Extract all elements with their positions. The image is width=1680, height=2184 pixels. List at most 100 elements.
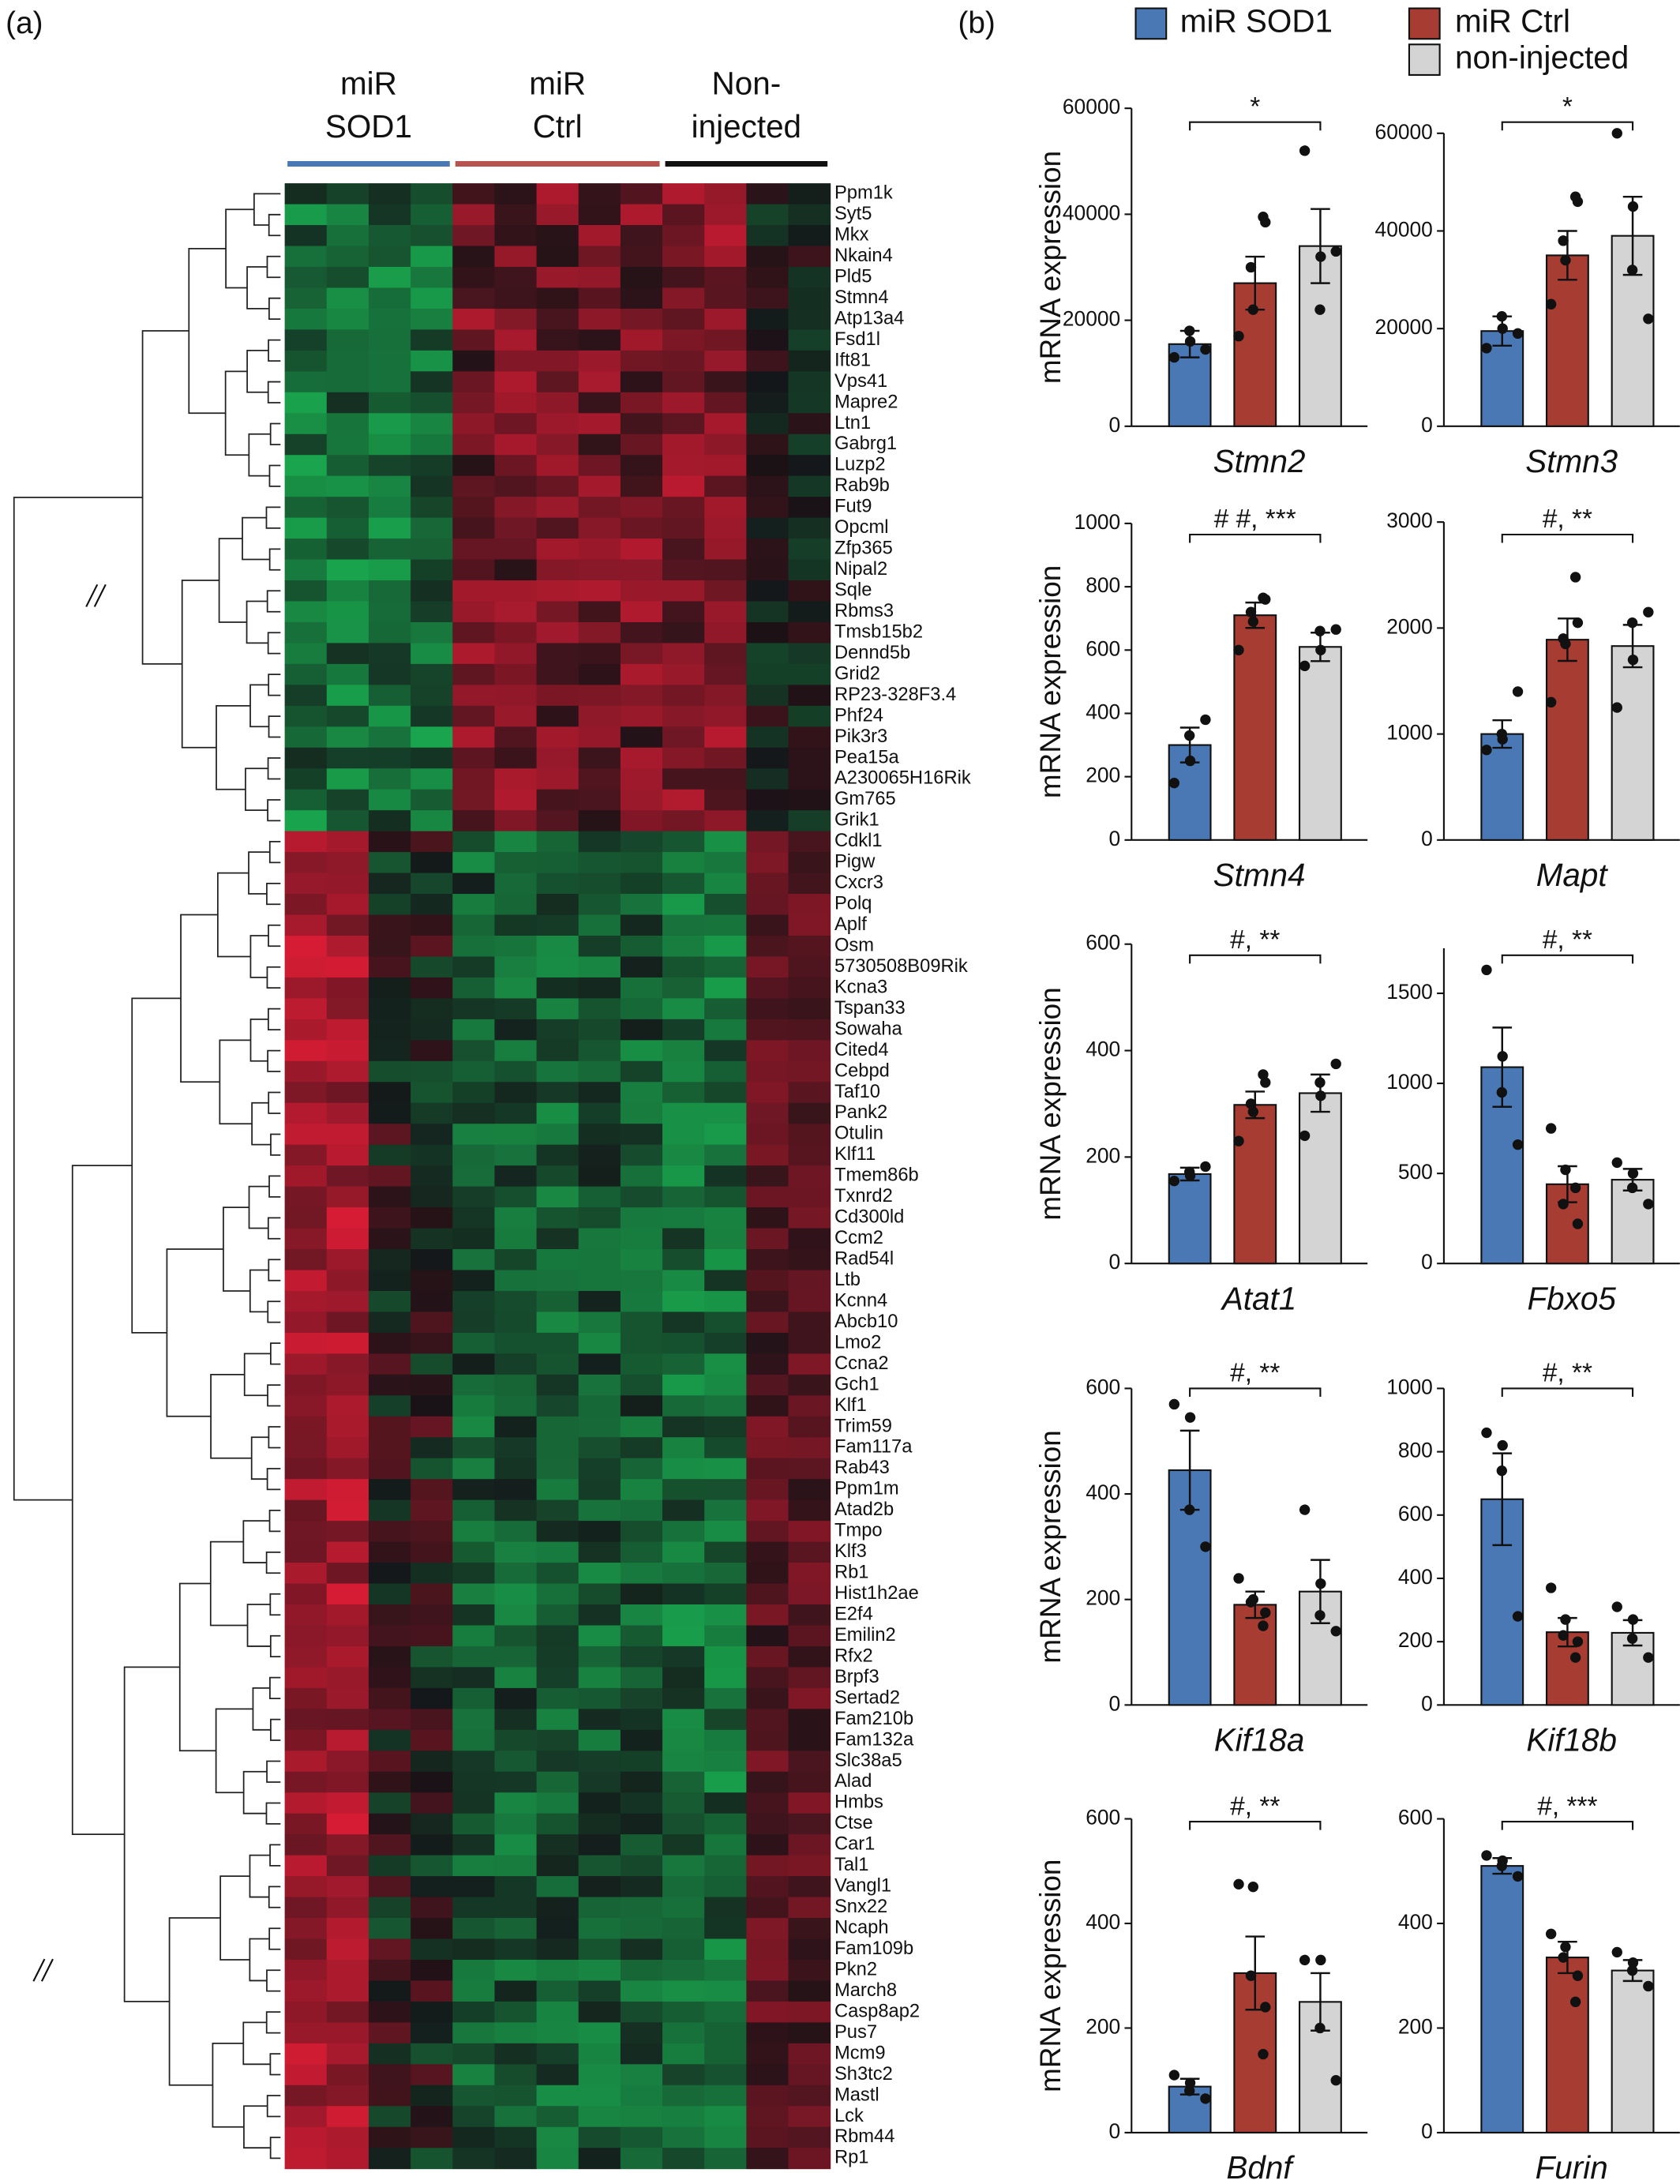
heatmap-cell	[326, 852, 369, 874]
heatmap-cell	[620, 1813, 663, 1835]
heatmap-cell	[411, 810, 453, 832]
heatmap-cell	[368, 580, 411, 602]
data-point	[1330, 246, 1341, 257]
heatmap-cell	[411, 287, 453, 310]
dendrogram-branch	[215, 1708, 253, 1794]
dendrogram-branch	[265, 506, 281, 529]
y-tick-label: 200	[1086, 2014, 1120, 2038]
gene-label: March8	[834, 1980, 897, 2001]
heatmap-cell	[746, 287, 789, 310]
gene-label: Gabrg1	[834, 433, 897, 454]
gene-label: Vangl1	[834, 1876, 891, 1897]
heatmap-cell	[746, 977, 789, 999]
heatmap-cell	[788, 1395, 831, 1417]
heatmap-cell	[788, 1729, 831, 1751]
heatmap-cell	[620, 1834, 663, 1856]
heatmap-cell	[536, 1876, 579, 1898]
heatmap-cell	[284, 266, 328, 288]
heatmap-cell	[578, 1458, 621, 1480]
heatmap-cell	[326, 1855, 369, 1877]
heatmap-cell	[368, 1479, 411, 1501]
heatmap-cell	[578, 1416, 621, 1438]
heatmap-cell	[326, 225, 369, 247]
heatmap-cell	[620, 1124, 663, 1146]
dendrogram-branch	[269, 2053, 281, 2076]
error-bar	[1311, 208, 1330, 284]
heatmap-cell	[452, 1771, 495, 1793]
heatmap-cell	[704, 747, 747, 769]
y-tick-label: 600	[1398, 1502, 1433, 1525]
gene-label: Opcml	[834, 517, 889, 538]
heatmap-cell	[620, 350, 663, 372]
heatmap-cell	[746, 1312, 789, 1334]
heatmap-cell	[620, 1918, 663, 1940]
heatmap-cell	[746, 1625, 789, 1647]
heatmap-cell	[746, 1479, 789, 1501]
heatmap-cell	[788, 1667, 831, 1689]
dendrogram-branch	[267, 1384, 281, 1407]
dendrogram-branch	[249, 1018, 268, 1062]
heatmap-cell	[452, 1541, 495, 1563]
heatmap-cell	[452, 1144, 495, 1166]
gene-label: Pigw	[834, 852, 876, 872]
heatmap-cell	[662, 601, 705, 623]
heatmap-cell	[284, 705, 328, 727]
heatmap-cell	[704, 517, 747, 539]
heatmap-cell	[326, 204, 369, 226]
heatmap-cell	[746, 685, 789, 707]
heatmap-cell	[704, 1458, 747, 1480]
heatmap-cell	[452, 1082, 495, 1104]
heatmap-cell	[788, 1959, 831, 1981]
heatmap-cell	[411, 747, 453, 769]
heatmap-cell	[326, 2085, 369, 2107]
gene-label: Alad	[834, 1771, 872, 1792]
heatmap-cell	[411, 1186, 453, 1208]
heatmap-cell	[620, 1458, 663, 1480]
heatmap-cell	[284, 1249, 328, 1271]
gene-label: Pkn2	[834, 1959, 877, 1979]
heatmap-cell	[746, 1938, 789, 1961]
heatmap-cell	[326, 1563, 369, 1585]
heatmap-cell	[452, 1855, 495, 1877]
heatmap-cell	[662, 1709, 705, 1731]
heatmap-cell	[746, 517, 789, 539]
data-point	[1545, 1123, 1557, 1134]
heatmap-cell	[326, 872, 369, 895]
dendrogram-branch	[269, 2137, 281, 2160]
heatmap-cell	[368, 204, 411, 226]
heatmap-cell	[578, 350, 621, 372]
heatmap-cell	[452, 538, 495, 561]
heatmap-cell	[411, 789, 453, 811]
heatmap-cell	[704, 371, 747, 393]
heatmap-cell	[536, 329, 579, 351]
heatmap-cell	[578, 1938, 621, 1961]
heatmap-cell	[704, 894, 747, 916]
gene-label: Cebpd	[834, 1060, 890, 1081]
heatmap-cell	[368, 1751, 411, 1773]
heatmap-cell	[746, 1499, 789, 1522]
heatmap-cell	[411, 1876, 453, 1898]
data-point	[1569, 572, 1581, 583]
heatmap-cell	[536, 1479, 579, 1501]
y-tick-label: 60000	[1063, 95, 1120, 118]
heatmap-cell	[704, 1499, 747, 1522]
gene-label: Grid2	[834, 663, 880, 684]
gene-label: Abcb10	[834, 1312, 898, 1332]
heatmap-cell	[704, 768, 747, 790]
heatmap-cell	[746, 580, 789, 602]
gene-label: Tal1	[834, 1855, 869, 1875]
heatmap-cell	[620, 1312, 663, 1334]
heatmap-cell	[494, 371, 538, 393]
heatmap-cell	[704, 1374, 747, 1396]
heatmap-cell	[411, 1479, 453, 1501]
data-point	[1330, 2075, 1341, 2086]
heatmap-cell	[494, 2148, 538, 2170]
heatmap-cell	[578, 1667, 621, 1689]
heatmap-cell	[284, 663, 328, 685]
heatmap-cell	[620, 433, 663, 456]
heatmap-cell	[620, 601, 663, 623]
heatmap-cell	[326, 998, 369, 1020]
legend-label: miR SOD1	[1180, 3, 1333, 39]
heatmap-cell	[452, 1625, 495, 1647]
gene-label: Gch1	[834, 1374, 879, 1394]
